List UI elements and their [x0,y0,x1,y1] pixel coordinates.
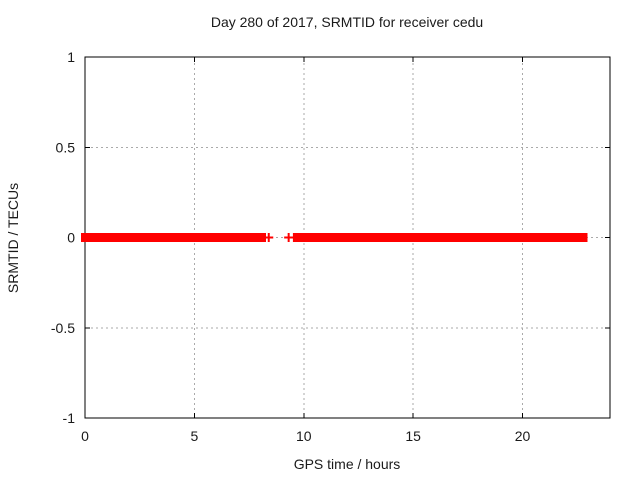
data-run [418,233,588,242]
data-run [81,233,235,242]
y-tick-labels: 1 0.5 0 -0.5 -1 [51,49,75,426]
x-tick-label: 20 [515,428,531,444]
y-axis-label: SRMTID / TECUs [5,183,21,293]
x-tick-label: 0 [81,428,89,444]
x-tick-label: 5 [190,428,198,444]
x-tick-labels: 0 5 10 15 20 [81,428,530,444]
data-run [228,233,261,242]
data-series [81,233,588,242]
x-axis-label: GPS time / hours [294,456,401,472]
y-tick-label: -0.5 [51,320,75,336]
x-tick-label: 10 [296,428,312,444]
y-tick-label: 0 [67,230,75,246]
y-tick-label: -1 [63,410,76,426]
y-tick-label: 0.5 [56,139,76,155]
x-tick-label: 15 [405,428,421,444]
data-run [254,233,266,242]
data-run [292,233,424,242]
y-tick-label: 1 [67,49,75,65]
chart-title: Day 280 of 2017, SRMTID for receiver ced… [211,14,483,30]
